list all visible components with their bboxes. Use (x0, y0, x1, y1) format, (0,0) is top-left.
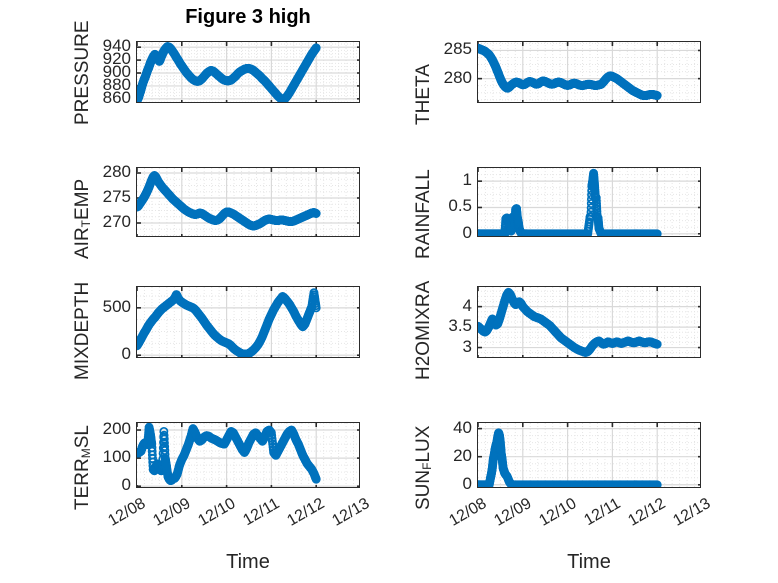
plot-area-theta[interactable] (477, 41, 701, 103)
xaxis-label-left: Time (226, 551, 270, 573)
xtick-terr_msl-1: 12/09 (150, 495, 194, 530)
ytick-theta-0: 285 (443, 39, 472, 59)
ytick-pressure-0: 940 (102, 36, 131, 56)
ytick-pressure-2: 900 (102, 62, 131, 81)
ylabel-air_temp: AIRTEMP (72, 178, 93, 259)
ytick-h2omixra-0: 4 (462, 295, 472, 315)
figure-title: Figure 3 high (185, 6, 311, 28)
ytick-terr_msl-2: 0 (121, 475, 131, 495)
ytick-pressure-3: 880 (102, 74, 131, 94)
ytick-pressure-4: 860 (102, 87, 131, 107)
ylabel-pressure: PRESSURE (72, 20, 93, 125)
ytick-terr_msl-1: 100 (102, 447, 131, 467)
xtick-sun_flux-1: 12/09 (491, 495, 535, 530)
ytick-sun_flux-0: 40 (453, 417, 472, 437)
plot-area-pressure[interactable] (136, 41, 360, 103)
ytick-rainfall-2: 0 (462, 222, 472, 242)
ytick-mixdepth-0: 500 (102, 296, 131, 316)
plot-area-mixdepth[interactable] (136, 286, 360, 358)
ytick-h2omixra-2: 3 (462, 336, 472, 356)
ytick-pressure-1: 920 (102, 49, 131, 69)
xtick-sun_flux-2: 12/10 (535, 495, 580, 530)
xtick-sun_flux-5: 12/13 (670, 495, 714, 530)
xtick-sun_flux-0: 12/08 (446, 495, 490, 530)
plot-area-sun_flux[interactable] (477, 422, 701, 488)
ylabel-sun_flux: SUNFLUX (413, 425, 434, 510)
ylabel-h2omixra: H2OMIXRA (413, 280, 434, 380)
ylabel-rainfall: RAINFALL (413, 169, 434, 259)
xaxis-label-right: Time (567, 551, 611, 573)
xtick-terr_msl-3: 12/11 (240, 495, 283, 530)
ytick-rainfall-0: 1 (462, 170, 472, 190)
plot-area-terr_msl[interactable] (136, 422, 360, 488)
ytick-sun_flux-2: 0 (462, 473, 472, 493)
plot-area-h2omixra[interactable] (477, 286, 701, 358)
ylabel-terr_msl: TERRMSL (72, 425, 93, 510)
ylabel-theta: THETA (413, 64, 434, 125)
ytick-sun_flux-1: 20 (453, 445, 472, 465)
ytick-terr_msl-0: 200 (102, 419, 131, 439)
ytick-air_temp-2: 270 (102, 212, 131, 231)
ytick-air_temp-0: 280 (102, 162, 131, 181)
plot-area-air_temp[interactable] (136, 167, 360, 237)
xtick-terr_msl-2: 12/10 (194, 495, 239, 530)
ytick-theta-1: 280 (443, 67, 472, 87)
xtick-terr_msl-0: 12/08 (105, 495, 149, 530)
ytick-h2omixra-1: 3.5 (448, 316, 472, 336)
ytick-rainfall-1: 0.5 (448, 196, 472, 216)
xtick-terr_msl-4: 12/12 (284, 495, 328, 530)
plot-area-rainfall[interactable] (477, 167, 701, 237)
xtick-sun_flux-4: 12/12 (625, 495, 669, 530)
ylabel-mixdepth: MIXDEPTH (72, 281, 93, 380)
ytick-mixdepth-1: 0 (121, 344, 131, 364)
ytick-air_temp-1: 275 (102, 187, 131, 206)
xtick-terr_msl-5: 12/13 (329, 495, 373, 530)
xtick-sun_flux-3: 12/11 (581, 495, 624, 530)
